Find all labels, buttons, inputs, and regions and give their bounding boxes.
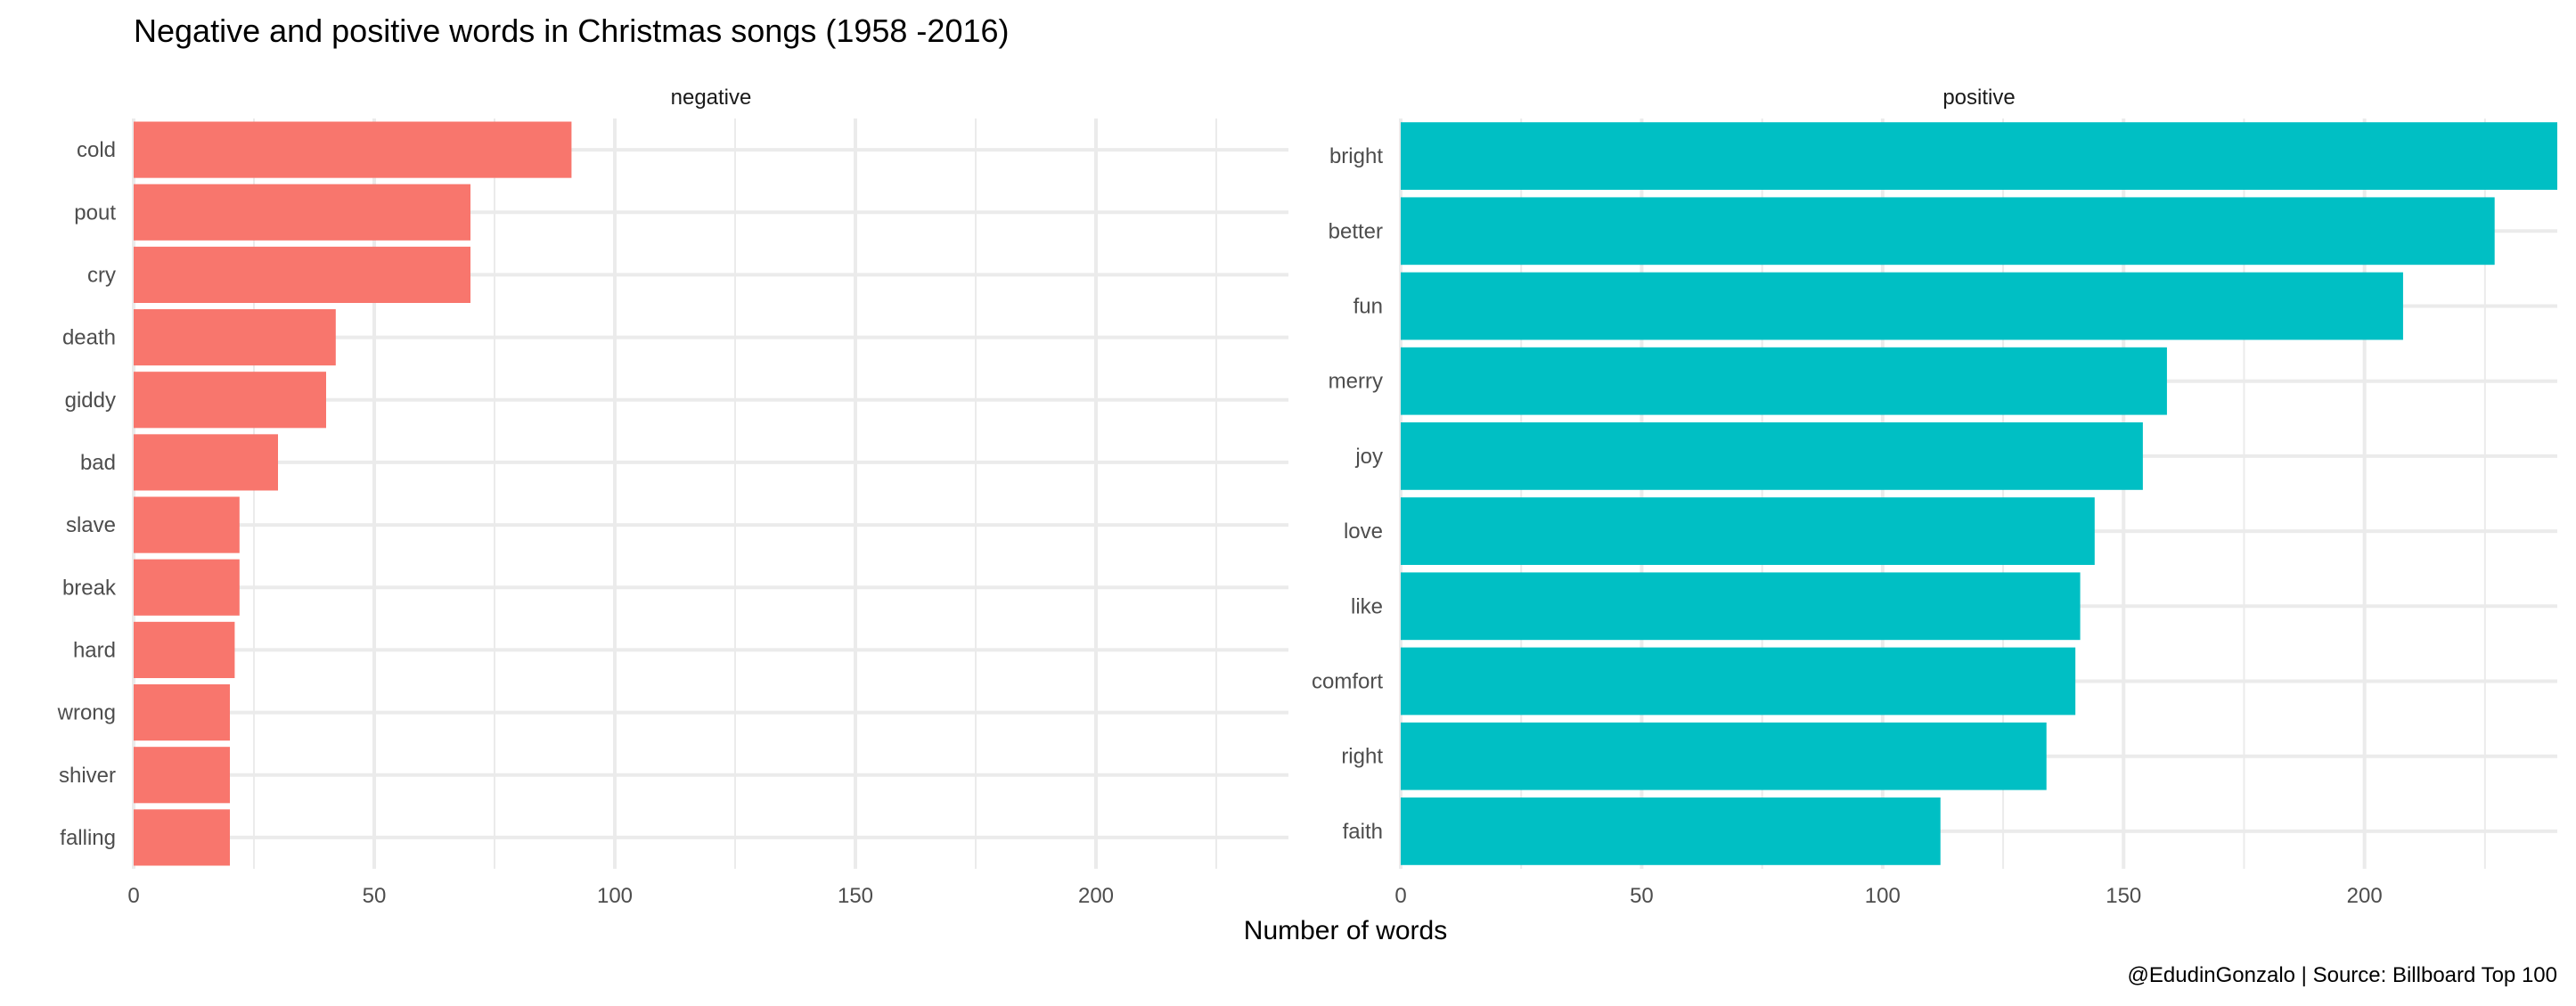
y-tick-label: fun	[1353, 295, 1383, 319]
y-tick-label: giddy	[65, 388, 116, 413]
bar-right	[1401, 722, 2047, 790]
y-tick-label: cold	[77, 138, 116, 162]
x-tick-label: 50	[1630, 884, 1654, 908]
bar-comfort	[1401, 647, 2076, 716]
x-tick-label: 150	[838, 884, 873, 908]
x-axis-label: Number of words	[1244, 916, 1447, 945]
bar-giddy	[134, 372, 326, 429]
x-tick-label: 100	[1865, 884, 1901, 908]
x-tick-label: 0	[127, 884, 139, 908]
panel-strip-label: positive	[1942, 86, 2015, 110]
y-tick-label: slave	[66, 513, 116, 537]
y-tick-label: break	[62, 576, 117, 600]
y-tick-label: like	[1351, 594, 1383, 618]
bar-merry	[1401, 347, 2167, 415]
y-tick-label: hard	[73, 638, 116, 662]
y-tick-label: death	[62, 326, 116, 350]
bar-bright	[1401, 122, 2557, 190]
chart-caption: @EdudinGonzalo | Source: Billboard Top 1…	[2128, 963, 2557, 987]
y-tick-label: cry	[87, 263, 116, 287]
bar-falling	[134, 809, 230, 866]
chart-panels: negative cold pout cry death giddy bad slave bre…	[57, 86, 2557, 908]
bar-pout	[134, 184, 470, 241]
y-tick-label: faith	[1343, 820, 1383, 844]
bar-joy	[1401, 422, 2143, 490]
bar-better	[1401, 197, 2495, 266]
y-tick-label: comfort	[1312, 670, 1383, 694]
bar-death	[134, 309, 336, 366]
y-tick-label: falling	[60, 826, 116, 850]
x-tick-label: 200	[1078, 884, 1114, 908]
y-tick-label: pout	[74, 200, 116, 225]
y-tick-label: wrong	[57, 701, 116, 725]
y-tick-label: love	[1344, 519, 1383, 544]
panel-strip-label: negative	[671, 86, 752, 110]
y-tick-label: shiver	[59, 764, 116, 788]
panel-negative: negative cold pout cry death giddy bad slave bre…	[57, 86, 1288, 908]
bar-wrong	[134, 684, 230, 741]
bar-love	[1401, 497, 2095, 565]
bar-faith	[1401, 797, 1941, 865]
bar-bad	[134, 434, 278, 491]
bar-cry	[134, 246, 470, 303]
y-tick-label: bad	[80, 451, 116, 475]
y-tick-label: merry	[1329, 370, 1383, 394]
bar-hard	[134, 621, 235, 678]
panel-positive: positive bright better fun merry joy love like c…	[1312, 86, 2557, 908]
y-tick-label: right	[1341, 745, 1383, 769]
x-tick-label: 50	[363, 884, 387, 908]
bar-like	[1401, 572, 2081, 641]
bar-slave	[134, 496, 240, 553]
bar-cold	[134, 121, 572, 178]
bar-shiver	[134, 747, 230, 804]
y-tick-label: better	[1329, 219, 1383, 243]
y-tick-label: joy	[1354, 445, 1383, 469]
bar-break	[134, 559, 240, 616]
bar-fun	[1401, 272, 2403, 340]
x-tick-label: 0	[1394, 884, 1406, 908]
x-tick-label: 200	[2347, 884, 2383, 908]
x-tick-label: 100	[597, 884, 633, 908]
y-tick-label: bright	[1329, 144, 1383, 168]
x-tick-label: 150	[2106, 884, 2141, 908]
chart-title: Negative and positive words in Christmas…	[134, 12, 1010, 49]
